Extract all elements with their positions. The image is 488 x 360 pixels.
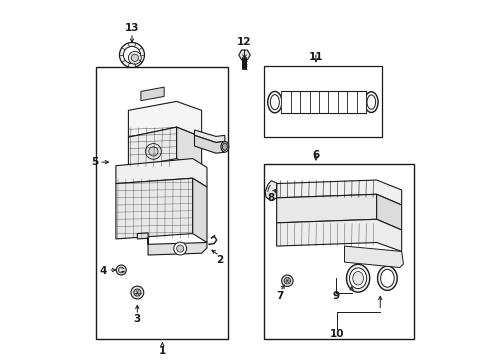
- Polygon shape: [276, 219, 401, 251]
- Text: 3: 3: [133, 314, 141, 324]
- Polygon shape: [264, 181, 276, 201]
- Polygon shape: [194, 135, 224, 153]
- Ellipse shape: [221, 141, 228, 152]
- Circle shape: [128, 51, 141, 64]
- Polygon shape: [128, 102, 201, 137]
- Circle shape: [116, 265, 126, 275]
- Circle shape: [119, 42, 144, 67]
- Ellipse shape: [352, 271, 363, 285]
- Bar: [264, 66, 381, 137]
- Circle shape: [173, 242, 186, 255]
- Text: 13: 13: [124, 23, 139, 33]
- Ellipse shape: [346, 264, 369, 292]
- Polygon shape: [276, 180, 401, 205]
- Text: 6: 6: [312, 150, 319, 160]
- Polygon shape: [192, 178, 206, 243]
- Circle shape: [281, 275, 292, 287]
- Circle shape: [131, 286, 143, 299]
- Bar: [96, 67, 228, 339]
- Text: 2: 2: [215, 255, 223, 265]
- Text: 12: 12: [237, 37, 251, 48]
- Text: 1: 1: [159, 346, 165, 356]
- Text: 8: 8: [267, 193, 274, 203]
- Circle shape: [131, 54, 138, 62]
- Text: 10: 10: [329, 329, 344, 339]
- Polygon shape: [276, 194, 376, 223]
- Polygon shape: [141, 87, 164, 101]
- Ellipse shape: [270, 95, 279, 110]
- Circle shape: [123, 46, 140, 64]
- Polygon shape: [137, 233, 206, 255]
- Text: 7: 7: [276, 291, 284, 301]
- Text: 9: 9: [331, 291, 339, 301]
- Text: 4: 4: [100, 266, 107, 276]
- Ellipse shape: [222, 143, 227, 150]
- Polygon shape: [344, 246, 403, 267]
- Ellipse shape: [364, 92, 377, 112]
- Circle shape: [148, 147, 158, 156]
- Ellipse shape: [366, 95, 375, 109]
- Bar: [281, 91, 365, 113]
- Polygon shape: [376, 194, 401, 230]
- Polygon shape: [116, 178, 192, 239]
- Circle shape: [284, 278, 290, 284]
- Polygon shape: [128, 127, 176, 167]
- Ellipse shape: [349, 268, 366, 289]
- Text: 11: 11: [308, 52, 323, 62]
- Circle shape: [145, 144, 161, 159]
- Bar: [264, 164, 413, 339]
- Circle shape: [134, 289, 141, 296]
- Ellipse shape: [377, 266, 396, 291]
- Polygon shape: [194, 130, 224, 143]
- Text: 5: 5: [91, 157, 98, 167]
- Circle shape: [118, 267, 124, 273]
- Circle shape: [176, 245, 183, 252]
- Ellipse shape: [380, 269, 393, 287]
- Polygon shape: [176, 127, 201, 169]
- Polygon shape: [116, 158, 206, 187]
- Ellipse shape: [267, 91, 282, 113]
